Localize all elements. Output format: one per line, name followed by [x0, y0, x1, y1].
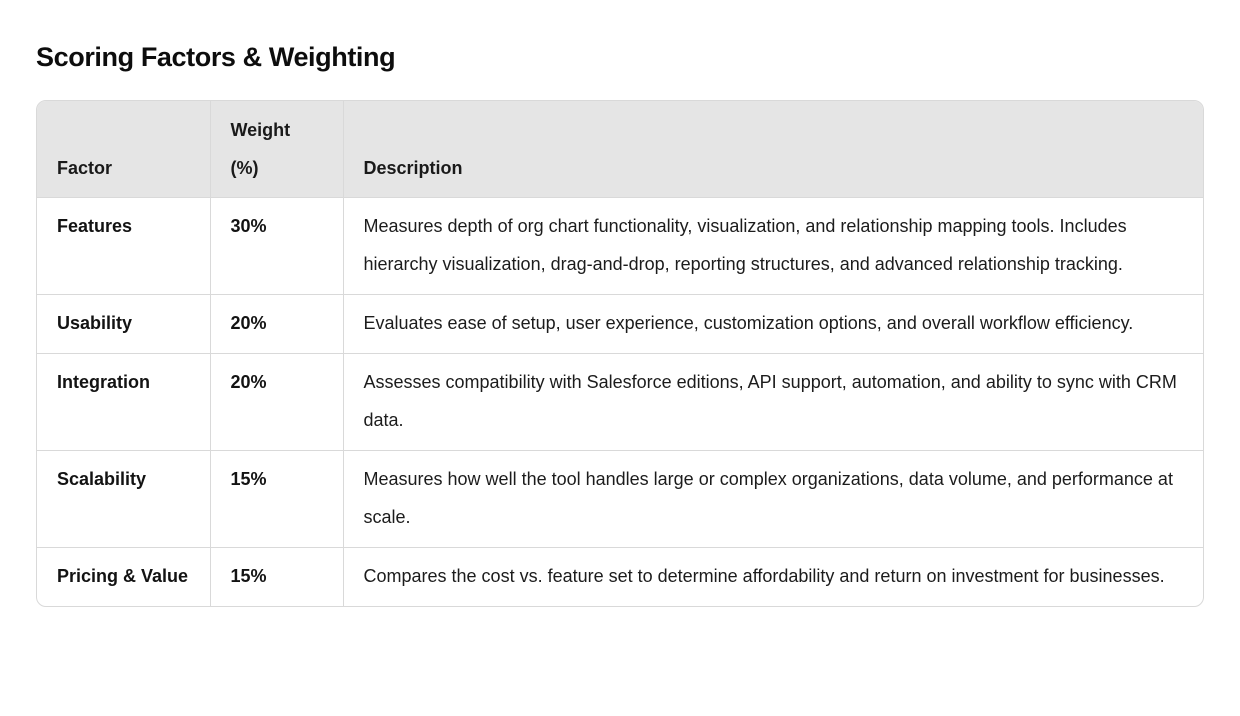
table-row: Scalability 15% Measures how well the to… [37, 450, 1203, 548]
factor-cell: Pricing & Value [37, 547, 211, 606]
weight-cell: 15% [210, 547, 344, 606]
table-row: Features 30% Measures depth of org chart… [37, 197, 1203, 295]
weight-cell: 30% [210, 197, 344, 295]
column-header-factor: Factor [37, 101, 211, 198]
description-cell: Measures depth of org chart functionalit… [343, 197, 1203, 295]
weight-cell: 15% [210, 450, 344, 548]
column-header-description: Description [343, 101, 1203, 198]
weight-cell: 20% [210, 294, 344, 354]
description-cell: Compares the cost vs. feature set to det… [363, 566, 1165, 586]
table-row: Integration 20% Assesses compatibility w… [37, 353, 1203, 451]
description-cell: Measures how well the tool handles large… [343, 450, 1203, 548]
description-cell: Assesses compatibility with Salesforce e… [343, 353, 1203, 451]
table-row: Pricing & Value 15% Compares the cost vs… [37, 547, 1203, 606]
page: Scoring Factors & Weighting Factor Weigh… [36, 42, 1204, 607]
scoring-factors-table-container: Factor Weight (%) Description Features 3… [36, 100, 1204, 607]
factor-cell: Integration [37, 353, 211, 451]
table-row: Usability 20% Evaluates ease of setup, u… [37, 294, 1203, 354]
column-header-weight: Weight (%) [210, 101, 344, 198]
factor-cell: Features [37, 197, 211, 295]
page-title: Scoring Factors & Weighting [36, 42, 396, 72]
scoring-factors-table: Factor Weight (%) Description Features 3… [37, 101, 1203, 606]
weight-cell: 20% [210, 353, 344, 451]
factor-cell: Usability [37, 294, 211, 354]
description-cell: Evaluates ease of setup, user experience… [343, 294, 1203, 354]
factor-cell: Scalability [37, 450, 211, 548]
table-header: Factor Weight (%) Description [37, 101, 1203, 198]
header-row: Factor Weight (%) Description [37, 101, 1203, 198]
table-body: Features 30% Measures depth of org chart… [37, 197, 1203, 606]
